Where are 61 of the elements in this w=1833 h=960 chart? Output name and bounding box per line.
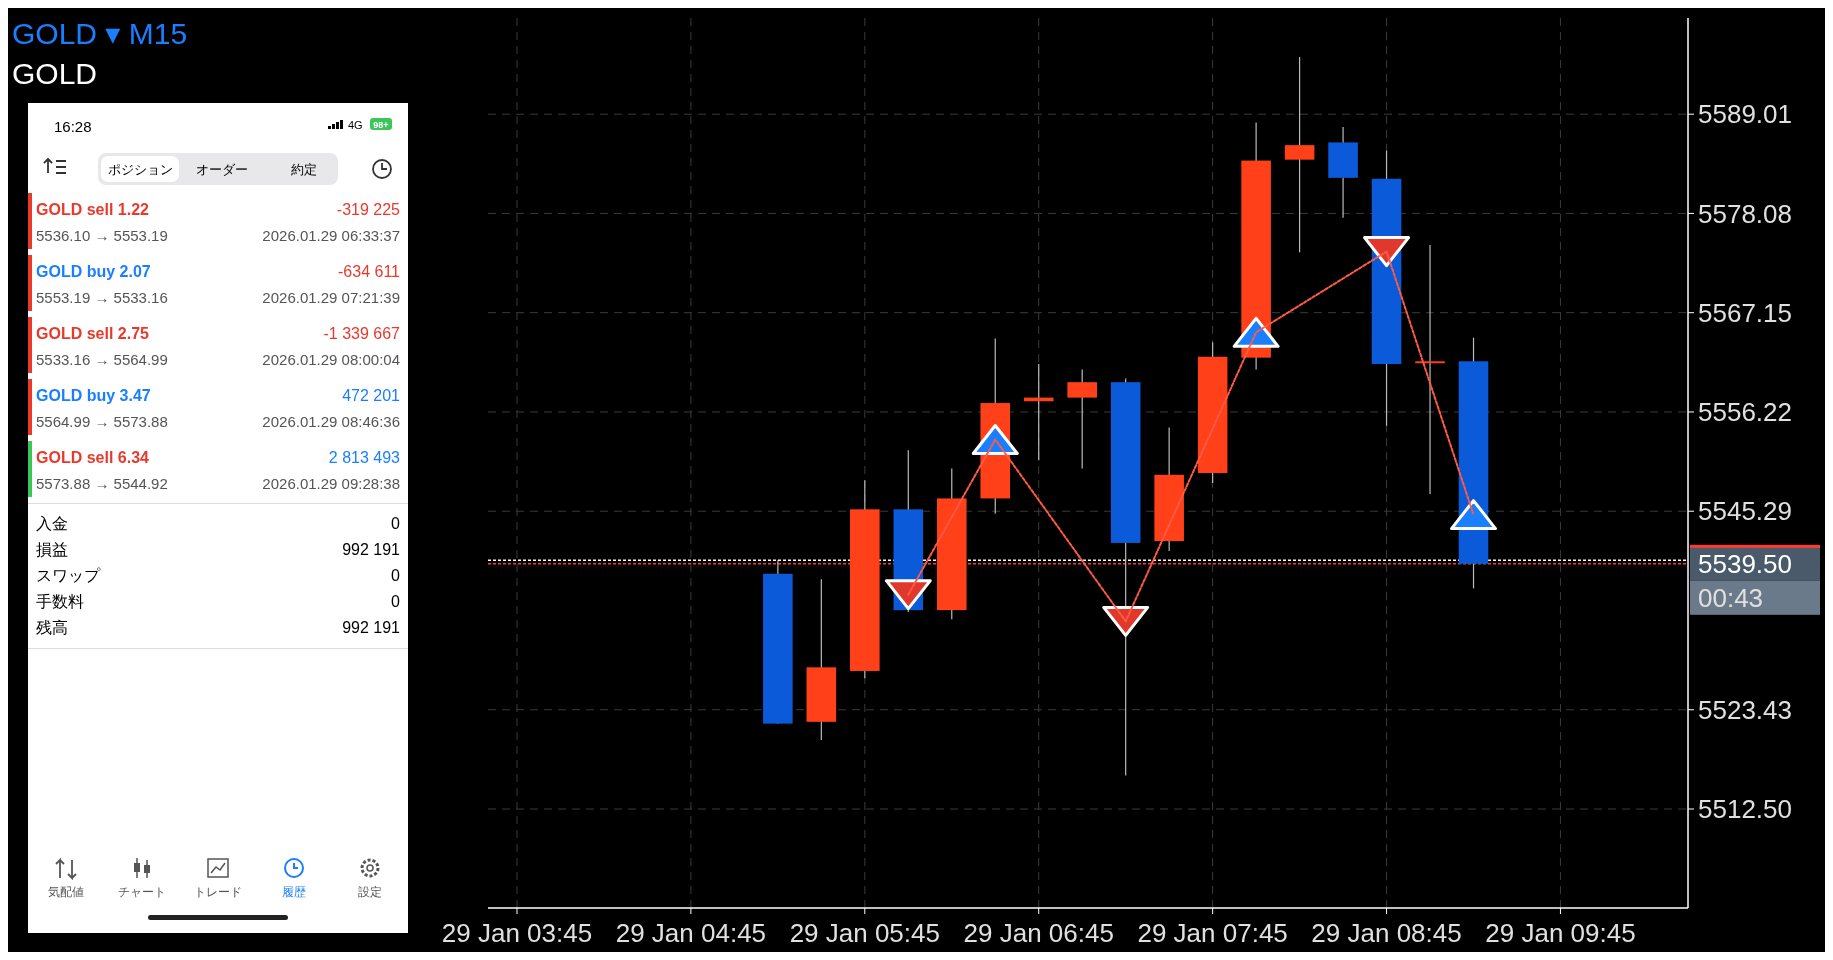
text: 472 201 <box>342 387 401 404</box>
text: 2026.01.29 07:21:39 <box>262 289 400 306</box>
text: 2026.01.29 06:33:37 <box>262 227 400 244</box>
y-tick-label: 5523.43 <box>1698 694 1792 725</box>
candlestick <box>1284 56 1315 253</box>
text: GOLD buy 2.07 <box>36 263 151 280</box>
y-tick-label: 5567.15 <box>1698 297 1792 328</box>
text: 5533.16 → 5564.99 <box>36 351 168 368</box>
text: 0 <box>391 567 401 584</box>
text: 2026.01.29 08:00:04 <box>262 351 400 368</box>
line-series <box>907 250 1475 623</box>
text: トレード <box>194 885 242 899</box>
text: 設定 <box>358 885 382 899</box>
text: GOLD <box>12 57 98 90</box>
text: スワップ <box>36 567 101 584</box>
text: -319 225 <box>336 201 401 218</box>
x-tick-label: 29 Jan 03:45 <box>441 918 593 948</box>
text: 2026.01.29 09:28:38 <box>262 475 400 492</box>
y-tick-label: 5545.29 <box>1698 496 1792 527</box>
x-tick-label: 29 Jan 06:45 <box>963 918 1114 948</box>
text: -634 611 <box>338 263 401 280</box>
x-tick-label: 29 Jan 08:45 <box>1311 918 1462 948</box>
text: 5553.19 → 5533.16 <box>36 289 168 306</box>
text: 00:43 <box>1698 582 1764 613</box>
ref-line-label: 5539.50 <box>1698 548 1792 579</box>
text: 992 191 <box>342 541 401 558</box>
text: チャート <box>118 885 166 899</box>
text: 992 191 <box>342 619 401 636</box>
y-tick-label: 5578.08 <box>1698 198 1792 229</box>
text: オーダー <box>196 162 248 177</box>
y-tick-label: 5512.50 <box>1698 794 1792 825</box>
text: 入金 <box>36 515 68 532</box>
text: GOLD buy 3.47 <box>36 387 151 404</box>
candlestick <box>1415 244 1445 495</box>
text: GOLD sell 6.34 <box>36 449 150 466</box>
text: 残高 <box>36 619 68 636</box>
text: 0 <box>391 593 401 610</box>
text: ポジション <box>107 162 173 177</box>
text: 約定 <box>291 162 317 177</box>
text: GOLD sell 1.22 <box>36 201 150 218</box>
text: 16:28 <box>54 118 92 135</box>
x-tick-label: 29 Jan 09:45 <box>1485 918 1636 948</box>
text: 損益 <box>36 541 68 558</box>
text: 5573.88 → 5544.92 <box>36 475 168 492</box>
x-tick-label: 29 Jan 07:45 <box>1137 918 1288 948</box>
text: 0 <box>391 515 401 532</box>
text: 2 813 493 <box>328 449 401 466</box>
text: 手数料 <box>36 593 84 610</box>
y-tick-label: 5589.01 <box>1698 99 1792 130</box>
text: -1 339 667 <box>323 325 401 342</box>
text: GOLD ▾ M15 <box>12 17 188 50</box>
x-tick-label: 29 Jan 04:45 <box>615 918 767 948</box>
text: 5536.10 → 5553.19 <box>36 227 168 244</box>
text: 5564.99 → 5573.88 <box>36 413 168 430</box>
text: 4G <box>348 119 363 131</box>
text: 気配値 <box>48 885 84 899</box>
text: 履歴 <box>282 885 306 899</box>
y-tick-label: 5556.22 <box>1698 397 1792 428</box>
x-tick-label: 29 Jan 05:45 <box>789 918 940 948</box>
text: GOLD sell 2.75 <box>36 325 150 342</box>
text: 2026.01.29 08:46:36 <box>262 413 400 430</box>
